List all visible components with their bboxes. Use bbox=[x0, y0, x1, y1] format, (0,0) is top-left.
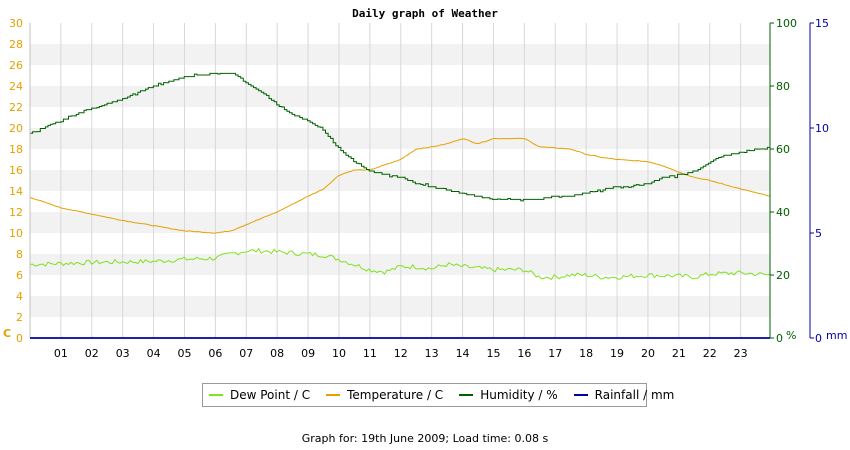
grid-band bbox=[30, 65, 770, 86]
x-tick-label: 14 bbox=[456, 347, 470, 360]
legend-label-dew-point: Dew Point / C bbox=[230, 388, 311, 402]
left-tick-label: 30 bbox=[9, 17, 23, 30]
right1-tick-label: 60 bbox=[776, 143, 790, 156]
x-tick-label: 11 bbox=[363, 347, 377, 360]
x-tick-label: 09 bbox=[301, 347, 315, 360]
left-tick-label: 22 bbox=[9, 101, 23, 114]
left-tick-label: 28 bbox=[9, 38, 23, 51]
x-tick-label: 02 bbox=[85, 347, 99, 360]
x-tick-label: 18 bbox=[579, 347, 593, 360]
legend-item-humidity: Humidity / % bbox=[459, 388, 558, 402]
x-tick-label: 17 bbox=[548, 347, 562, 360]
x-tick-label: 10 bbox=[332, 347, 346, 360]
x-tick-label: 19 bbox=[610, 347, 624, 360]
grid-band bbox=[30, 254, 770, 275]
right2-tick-label: 5 bbox=[815, 227, 822, 240]
graph-footer: Graph for: 19th June 2009; Load time: 0.… bbox=[301, 432, 549, 445]
legend-item-rainfall: Rainfall / mm bbox=[573, 388, 675, 402]
x-tick-label: 13 bbox=[425, 347, 439, 360]
right2-tick-label: 15 bbox=[815, 17, 829, 30]
legend: Dew Point / C Temperature / C Humidity /… bbox=[202, 383, 674, 407]
right1-tick-label: 0 bbox=[776, 332, 783, 345]
x-tick-label: 12 bbox=[394, 347, 408, 360]
left-tick-label: 12 bbox=[9, 206, 23, 219]
grid-band bbox=[30, 317, 770, 338]
series-line-dew bbox=[29, 247, 771, 281]
grid-band bbox=[30, 275, 770, 296]
legend-label-humidity: Humidity / % bbox=[480, 388, 558, 402]
x-tick-label: 03 bbox=[116, 347, 130, 360]
x-tick-label: 08 bbox=[270, 347, 284, 360]
left-tick-label: 20 bbox=[9, 122, 23, 135]
grid-band bbox=[30, 212, 770, 233]
left-tick-label: 26 bbox=[9, 59, 23, 72]
left-tick-label: 10 bbox=[9, 227, 23, 240]
grid-band bbox=[30, 128, 770, 149]
x-tick-label: 05 bbox=[177, 347, 191, 360]
left-tick-label: 6 bbox=[16, 269, 23, 282]
x-tick-label: 23 bbox=[734, 347, 748, 360]
right1-tick-label: 100 bbox=[776, 17, 797, 30]
left-tick-label: 8 bbox=[16, 248, 23, 261]
grid-band bbox=[30, 86, 770, 107]
grid-band bbox=[30, 296, 770, 317]
grid-band bbox=[30, 233, 770, 254]
right1-axis-unit: % bbox=[786, 329, 796, 342]
left-tick-label: 0 bbox=[16, 332, 23, 345]
legend-item-temperature: Temperature / C bbox=[326, 388, 443, 402]
legend-swatch-dew-point bbox=[209, 394, 223, 396]
left-tick-label: 4 bbox=[16, 290, 23, 303]
x-tick-label: 04 bbox=[147, 347, 161, 360]
x-tick-label: 01 bbox=[54, 347, 68, 360]
chart-title: Daily graph of Weather bbox=[352, 7, 498, 20]
legend-swatch-rainfall bbox=[573, 394, 588, 396]
grid-band bbox=[30, 107, 770, 128]
left-axis-unit: C bbox=[3, 327, 11, 340]
left-tick-label: 16 bbox=[9, 164, 23, 177]
legend-label-rainfall: Rainfall / mm bbox=[594, 388, 675, 402]
x-tick-label: 21 bbox=[672, 347, 686, 360]
grid-band bbox=[30, 191, 770, 212]
grid-band bbox=[30, 44, 770, 65]
legend-label-temperature: Temperature / C bbox=[347, 388, 444, 402]
right1-tick-label: 40 bbox=[776, 206, 790, 219]
right2-tick-label: 10 bbox=[815, 122, 829, 135]
left-tick-label: 14 bbox=[9, 185, 23, 198]
x-tick-label: 16 bbox=[517, 347, 531, 360]
left-tick-label: 24 bbox=[9, 80, 23, 93]
legend-swatch-temperature bbox=[326, 394, 341, 396]
legend-item-dew-point: Dew Point / C bbox=[209, 388, 310, 402]
x-tick-label: 07 bbox=[239, 347, 253, 360]
x-tick-label: 15 bbox=[486, 347, 500, 360]
grid-band bbox=[30, 23, 770, 44]
legend-swatch-humidity bbox=[459, 394, 474, 396]
left-tick-label: 2 bbox=[16, 311, 23, 324]
x-tick-label: 06 bbox=[208, 347, 222, 360]
series-line-humidity bbox=[30, 72, 770, 202]
left-tick-label: 18 bbox=[9, 143, 23, 156]
x-tick-label: 20 bbox=[641, 347, 655, 360]
right2-axis-unit: mm bbox=[826, 329, 847, 342]
series-line-temperature bbox=[29, 137, 771, 234]
x-tick-label: 22 bbox=[703, 347, 717, 360]
right1-tick-label: 20 bbox=[776, 269, 790, 282]
right1-tick-label: 80 bbox=[776, 80, 790, 93]
right2-tick-label: 0 bbox=[815, 332, 822, 345]
